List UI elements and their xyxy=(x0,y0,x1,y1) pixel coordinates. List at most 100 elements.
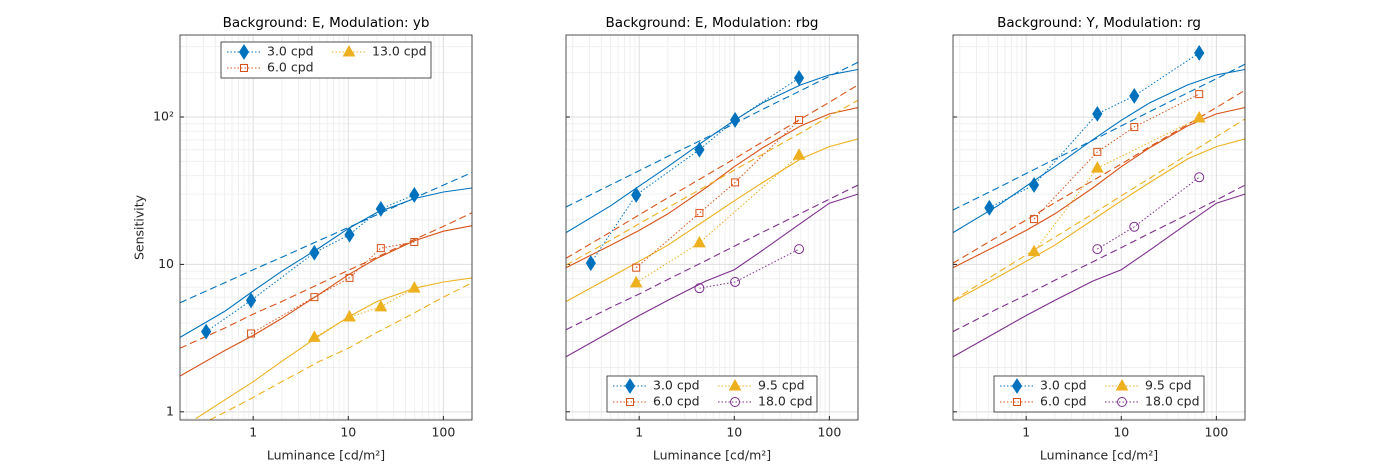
legend-label: 18.0 cpd xyxy=(1145,394,1200,409)
marker-triangle xyxy=(693,235,706,248)
legend-box xyxy=(220,41,432,79)
subplot: 1 10 100 1 10 10² Background: E, Modulation: y… xyxy=(132,15,473,463)
marker-triangle xyxy=(407,281,421,293)
marker-square xyxy=(410,237,419,246)
marker-triangle xyxy=(1027,244,1041,257)
legend-label: 9.5 cpd xyxy=(758,378,805,393)
marker-diamond xyxy=(585,255,596,272)
x-tick-label: 100 xyxy=(431,425,455,440)
marker-diamond xyxy=(309,244,320,261)
fit-line xyxy=(953,193,1245,358)
marker-circle xyxy=(1092,244,1103,255)
marker-triangle xyxy=(343,309,356,322)
legend-label: 3.0 cpd xyxy=(267,44,314,59)
marker-triangle xyxy=(342,44,356,57)
marker-square xyxy=(376,244,385,253)
x-tick-label: 10 xyxy=(1113,425,1129,440)
marker-diamond xyxy=(1028,177,1040,193)
marker-triangle xyxy=(1090,161,1104,173)
legend-label: 3.0 cpd xyxy=(1040,378,1087,393)
marker-square xyxy=(626,398,634,406)
marker-diamond xyxy=(1194,45,1205,61)
marker-square xyxy=(795,115,804,124)
fit-line xyxy=(953,138,1245,302)
marker-square xyxy=(695,209,704,218)
data-line xyxy=(699,248,800,289)
legend-label: 9.5 cpd xyxy=(1145,378,1192,393)
marker-square xyxy=(1013,398,1021,406)
marker-square xyxy=(345,273,354,282)
data-line xyxy=(590,77,800,264)
fit-line xyxy=(566,138,858,302)
subplot: 1 10 100 Background: Y, Modulation: rg Lumin… xyxy=(952,15,1246,463)
marker-square xyxy=(731,178,740,187)
plot-layer xyxy=(566,61,858,358)
marker-diamond xyxy=(793,70,805,86)
data-line xyxy=(205,194,415,333)
x-tick-label: 1 xyxy=(1022,425,1030,440)
legend-label: 13.0 cpd xyxy=(372,44,427,59)
x-tick-label: 1 xyxy=(249,425,257,440)
marker-circle xyxy=(1117,397,1127,407)
fit-line xyxy=(180,187,472,338)
x-tick-label: 10 xyxy=(340,425,356,440)
chart-title: Background: E, Modulation: rbg xyxy=(606,15,819,31)
marker-triangle xyxy=(1115,378,1129,391)
fit-line xyxy=(195,277,472,420)
marker-triangle xyxy=(728,378,742,391)
marker-circle xyxy=(1129,221,1140,232)
fit-line xyxy=(566,193,858,358)
plot-layer xyxy=(953,45,1245,358)
marker-circle xyxy=(1194,172,1205,183)
marker-triangle xyxy=(629,275,643,288)
plot-area xyxy=(953,35,1245,420)
legend-label: 6.0 cpd xyxy=(1040,394,1087,409)
marker-diamond xyxy=(409,187,420,203)
fit-line xyxy=(953,89,1245,264)
x-axis-label: Luminance [cd/m²] xyxy=(1040,448,1158,463)
plot-layer xyxy=(180,171,472,420)
marker-square xyxy=(247,329,256,338)
legend-label: 18.0 cpd xyxy=(758,394,813,409)
fit-line xyxy=(209,282,472,420)
marker-diamond xyxy=(344,226,355,243)
marker-circle xyxy=(694,283,705,294)
fit-line xyxy=(566,61,858,208)
marker-square xyxy=(1130,123,1139,132)
marker-diamond xyxy=(631,187,642,203)
y-tick-label: 10² xyxy=(153,109,174,124)
marker-diamond xyxy=(1129,87,1140,104)
marker-diamond xyxy=(624,378,636,394)
chart-title: Background: Y, Modulation: rg xyxy=(997,15,1201,31)
marker-diamond xyxy=(984,199,995,216)
axes-box xyxy=(952,34,1246,421)
data-line xyxy=(1033,93,1200,220)
fit-line xyxy=(180,171,472,304)
marker-square xyxy=(1030,215,1039,224)
marker-square xyxy=(310,293,319,302)
x-tick-label: 100 xyxy=(1204,425,1228,440)
marker-triangle xyxy=(374,299,388,312)
fit-line xyxy=(953,63,1245,211)
legend-label: 6.0 cpd xyxy=(267,60,314,75)
fit-line xyxy=(566,84,858,259)
marker-diamond xyxy=(375,200,386,217)
marker-circle xyxy=(794,244,805,255)
legend-label: 6.0 cpd xyxy=(653,394,700,409)
x-tick-label: 10 xyxy=(726,425,742,440)
marker-diamond xyxy=(694,141,705,158)
marker-circle xyxy=(730,397,740,407)
fit-line xyxy=(566,106,858,269)
marker-square xyxy=(632,263,641,272)
marker-diamond xyxy=(1092,105,1103,122)
fit-line xyxy=(566,184,858,331)
legend-label: 3.0 cpd xyxy=(653,378,700,393)
data-line xyxy=(635,119,800,269)
data-line xyxy=(1097,176,1200,250)
x-axis-label: Luminance [cd/m²] xyxy=(653,448,771,463)
fit-line xyxy=(180,225,472,377)
